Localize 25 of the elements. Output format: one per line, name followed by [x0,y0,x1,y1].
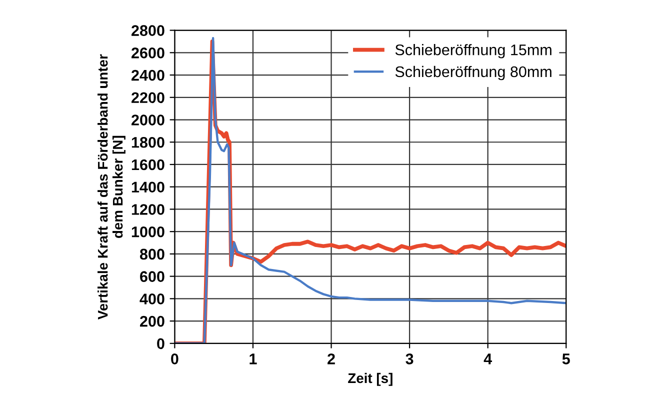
y-tick-label: 2000 [132,114,164,126]
y-tick-label: 600 [140,271,164,282]
y-tick-label: 1600 [132,159,164,170]
x-tick-label: 3 [406,354,414,364]
y-tick-label: 1800 [132,136,164,148]
y-tick-label: 400 [140,294,164,304]
y-tick-label: 2400 [132,70,164,81]
x-tick-label: 0 [171,354,178,364]
y-tick-label: 800 [140,248,164,260]
x-tick-label: 4 [484,354,492,364]
legend-label: Schieberöffnung 80mm [395,66,552,80]
y-tick-label: 2200 [132,92,164,104]
x-tick-label: 5 [562,354,570,364]
x-tick-label: 1 [250,354,257,364]
x-axis-title: Zeit [s] [348,372,392,386]
y-tick-label: 1000 [132,226,164,238]
y-tick-label: 1400 [132,182,164,193]
y-axis-title: Vertikale Kraft auf das Förderband unter dem Bunker [N] [98,54,126,320]
y-tick-label: 1200 [132,204,164,215]
y-tick-label: 200 [140,316,164,327]
y-tick-label: 2800 [132,25,164,36]
x-tick-label: 2 [328,354,335,364]
y-tick-label: 0 [157,338,164,350]
legend-label: Schieberöffnung 15mm [395,44,552,58]
y-tick-label: 2600 [132,48,164,58]
